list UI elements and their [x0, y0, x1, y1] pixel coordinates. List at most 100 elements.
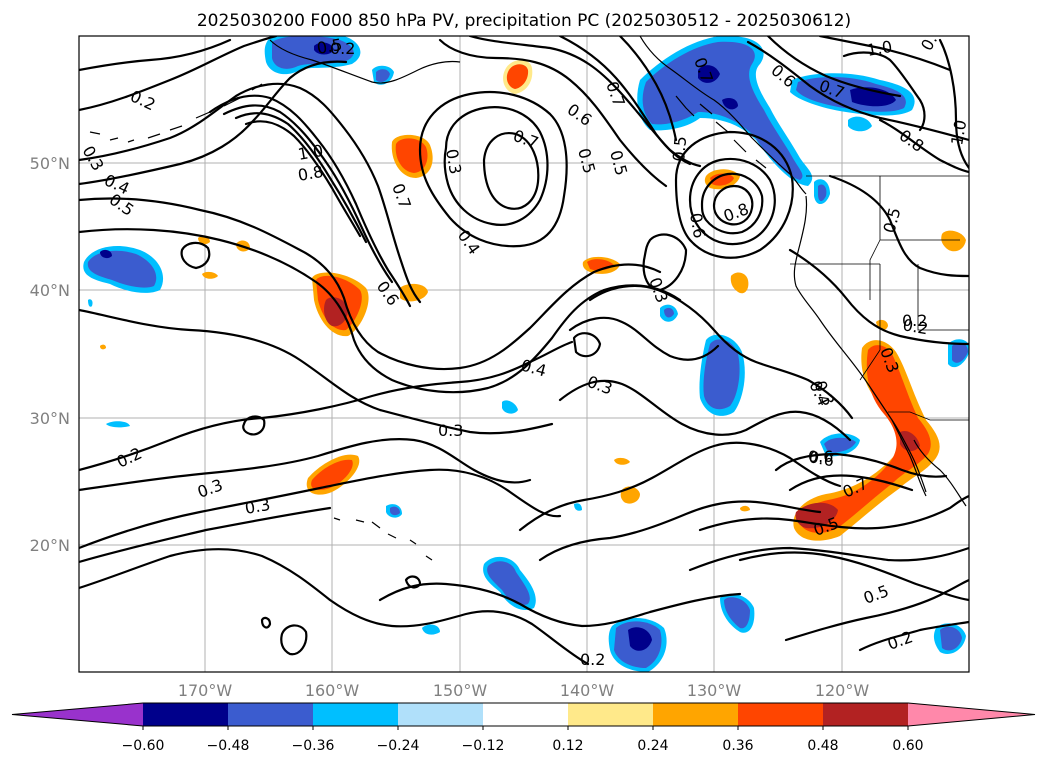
colorbar-segment: [398, 703, 484, 726]
contour-label: 0.5: [669, 135, 690, 162]
map-frame: [78, 35, 970, 673]
precip-blob: [848, 116, 872, 132]
contour-line: [558, 379, 852, 442]
colorbar-tick-label: 0.24: [637, 738, 668, 754]
contour-line: [788, 474, 914, 492]
contour-line: [568, 316, 720, 361]
contour-label: 0.2: [902, 311, 927, 330]
contour-label: 0.2: [330, 39, 355, 58]
precip-blob: [324, 297, 348, 327]
precip-blob: [703, 339, 740, 410]
contour-line: [688, 157, 776, 246]
contour-line: [79, 438, 532, 492]
coastline-alaska: [269, 39, 461, 84]
lon-label-120w: 120°W: [815, 681, 870, 700]
contour-line: [878, 118, 969, 174]
contour-line: [784, 578, 969, 642]
precip-blob: [376, 69, 390, 82]
contour-line: [698, 494, 969, 532]
contour-line: [79, 548, 590, 666]
contour-line: [79, 197, 662, 371]
precip-blob: [818, 184, 827, 202]
gridlines: [79, 36, 969, 672]
colorbar-segment: [823, 703, 909, 726]
contour-line: [518, 441, 842, 532]
lat-labels: 50°N 40°N 30°N 20°N: [30, 154, 70, 555]
contour-label: 1.0: [947, 118, 970, 146]
map-background: [79, 36, 969, 672]
precip-blob: [506, 64, 529, 89]
contour-label: 1.0: [296, 141, 324, 164]
colorbar: −0.60 −0.48 −0.36 −0.24 −0.12 0.12 0.24 0.36 0.4…: [11, 702, 1036, 754]
contour-line: [180, 241, 211, 270]
contour-line: [642, 233, 688, 292]
contour-line: [828, 174, 969, 278]
contour-line: [858, 620, 969, 652]
contour-line: [378, 582, 742, 628]
coastline-baja: [891, 419, 967, 507]
contour-line: [79, 36, 278, 112]
colorbar-segment: [143, 703, 229, 726]
contour-line: [280, 624, 308, 656]
lat-label-50n: 50°N: [30, 154, 70, 173]
contour-line: [404, 575, 422, 589]
border-us-mexico: [888, 411, 969, 421]
contour-line: [260, 616, 272, 629]
colorbar-tick-label: 0.12: [552, 738, 583, 754]
contour-line: [418, 90, 568, 248]
contour-line: [79, 308, 554, 435]
map-title: 2025030200 F000 850 hPa PV, precipitatio…: [197, 11, 851, 31]
precip-blob: [940, 626, 962, 651]
lon-label-160w: 160°W: [305, 681, 360, 700]
contour-line: [588, 284, 854, 420]
contour-line: [818, 36, 952, 72]
colorbar-tick-label: −0.60: [122, 738, 165, 754]
lat-label-20n: 20°N: [30, 536, 70, 555]
contour-label: 0.8: [296, 162, 324, 185]
precip-blob: [390, 506, 400, 516]
contour-line: [79, 38, 232, 72]
contour-label: 0.2: [901, 315, 929, 338]
precip-blob: [710, 173, 734, 186]
contour-label: 0.2: [580, 650, 605, 669]
precip-blob: [574, 503, 582, 511]
precip-blob: [824, 437, 856, 453]
colorbar-segment: [313, 703, 399, 726]
contour-label: 0.3: [438, 421, 463, 440]
contour-line: [766, 36, 902, 98]
contour-line: [79, 82, 422, 304]
precip-blob: [422, 624, 440, 635]
precip-blob: [614, 457, 630, 465]
border-states-1: [790, 176, 969, 381]
precip-blob: [487, 561, 530, 606]
contour-line: [700, 172, 764, 235]
colorbar-segment: [738, 703, 824, 726]
precip-blob: [106, 421, 130, 428]
precip-blob: [272, 36, 354, 69]
colorbar-segment: [228, 703, 314, 726]
contour-line: [558, 36, 692, 166]
precip-blob: [87, 250, 157, 288]
contour-line: [788, 248, 969, 346]
precip-blob: [100, 344, 106, 350]
contour-line: [79, 228, 682, 394]
coastlines: [89, 36, 967, 561]
lon-label-140w: 140°W: [560, 681, 615, 700]
contour-line: [79, 506, 332, 564]
contour-label: 0.6: [807, 447, 835, 470]
contour-label: 0.6: [686, 211, 709, 239]
colorbar-tick-label: −0.12: [462, 738, 505, 754]
contour-line: [712, 184, 754, 226]
contour-line: [244, 120, 362, 238]
coastline-aleutians: [89, 83, 263, 143]
contour-line: [79, 60, 348, 186]
precip-blob: [314, 42, 334, 55]
contour-label: 0.3: [442, 147, 465, 175]
contour-line: [938, 38, 969, 170]
colorbar-tick-label: −0.36: [292, 738, 335, 754]
lat-label-30n: 30°N: [30, 409, 70, 428]
map-panel: 0.2 0.3 0.4 0.5 1.0 0.8 0.5 0.3 0.4 0.3 …: [78, 35, 970, 673]
precip-blob: [799, 345, 931, 533]
contour-line: [242, 415, 266, 436]
